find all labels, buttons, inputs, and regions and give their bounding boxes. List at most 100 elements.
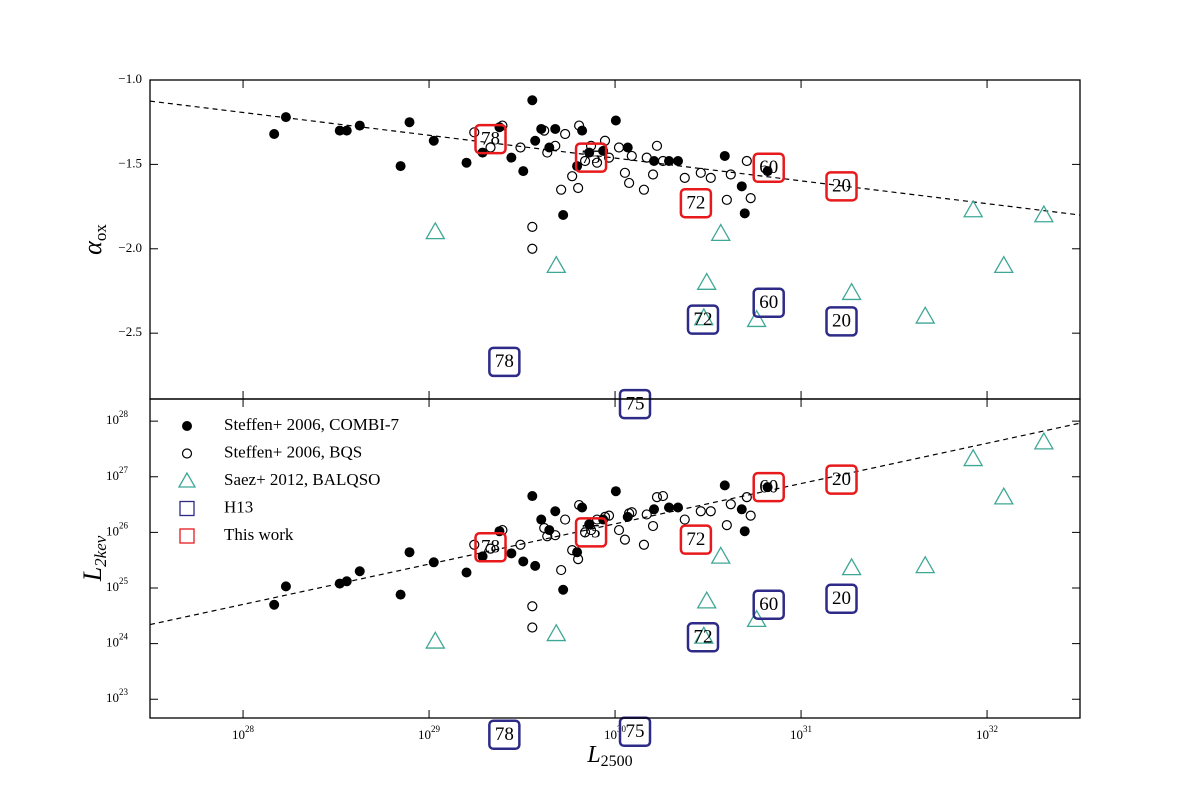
point-open [679,172,690,183]
y-tick-exp: 23 [119,687,129,697]
y-axis-label: αox [78,224,110,255]
point-filled [527,491,538,502]
point-filled [577,502,588,513]
point-triangle [425,221,446,240]
y-axis-label: L2kev [78,535,110,582]
point-box [825,306,858,337]
point-triangle [693,626,714,644]
point-open [567,545,578,556]
point-open [567,171,578,182]
point-open [679,514,690,525]
point-triangle [425,631,446,649]
point-filled [341,125,352,136]
point-open [657,490,669,502]
legend-marker [181,448,193,459]
y-tick-label: −2.5 [118,324,142,339]
point-triangle [696,272,717,290]
point-filled [518,166,529,177]
point-filled [649,504,660,515]
box-label: 72 [686,529,705,550]
x-tick-base: 10 [604,727,617,742]
point-open [619,534,631,545]
point-filled [477,551,488,562]
x-tick-exp: 30 [617,724,627,734]
x-axis-label: L2500 [586,742,632,770]
x-tick-exp: 31 [803,724,812,734]
point-open [745,510,756,521]
y-tick-label: 1028 [106,409,129,427]
y-tick-exp: 24 [119,632,129,642]
point-filled [530,560,541,571]
point-filled [673,156,684,167]
box-label: 75 [582,522,601,543]
point-open [585,524,597,536]
box-label: 72 [686,193,705,214]
point-filled [762,166,773,177]
point-open [527,221,538,232]
box-label: 78 [481,128,500,149]
point-box [752,471,785,503]
point-triangle [993,486,1014,505]
point-filled [762,482,773,493]
point-filled [461,567,472,578]
legend-marker [177,471,197,488]
point-open [579,155,591,167]
point-filled [739,208,750,219]
point-filled [544,525,555,536]
y-axis-label-base: L [78,567,107,582]
legend-marker [179,528,195,544]
point-open [638,184,650,195]
point-filled [354,566,365,577]
y-tick-base: 10 [106,635,119,650]
point-open [550,140,561,151]
point-box [686,622,720,653]
point-open [647,169,659,180]
point-filled [577,125,588,136]
point-triangle [546,623,567,642]
y-axis-label-sub: ox [91,224,110,242]
point-box [679,187,713,219]
point-triangle [693,307,714,326]
box-label: 20 [832,176,851,197]
point-triangle [993,255,1014,274]
point-open [573,554,584,565]
point-triangle [915,555,936,574]
point-box [752,287,785,319]
point-filled [673,502,684,513]
point-open [560,514,571,525]
point-triangle [915,305,936,324]
point-filled [610,115,621,126]
point-open [556,184,567,195]
box-label: 60 [759,477,778,498]
point-box [752,152,785,184]
x-tick-label: 1031 [790,724,812,742]
point-box [474,123,507,155]
point-box [825,583,858,615]
point-triangle [841,557,862,576]
x-tick-exp: 32 [989,724,998,734]
x-tick-label: 1028 [232,724,255,742]
point-filled [622,142,633,153]
point-open [613,524,625,536]
point-triangle [1033,431,1054,450]
point-filled [610,486,621,497]
point-open [647,520,659,532]
point-open [542,531,553,542]
x-tick-base: 10 [418,727,431,742]
point-filled [269,129,280,140]
point-open [695,506,706,517]
point-open [579,527,591,538]
box-label: 20 [832,469,851,490]
point-open [485,543,496,554]
point-box [679,524,713,555]
point-open [626,150,637,162]
box-label: 60 [759,157,778,178]
x-tick-base: 10 [232,727,245,742]
point-filled [558,584,569,595]
y-tick-base: 10 [106,468,119,483]
y-tick-base: 10 [106,579,119,594]
point-box [488,719,521,750]
y-tick-label: 1026 [106,520,129,538]
point-open [527,601,538,612]
point-filled [584,519,595,530]
